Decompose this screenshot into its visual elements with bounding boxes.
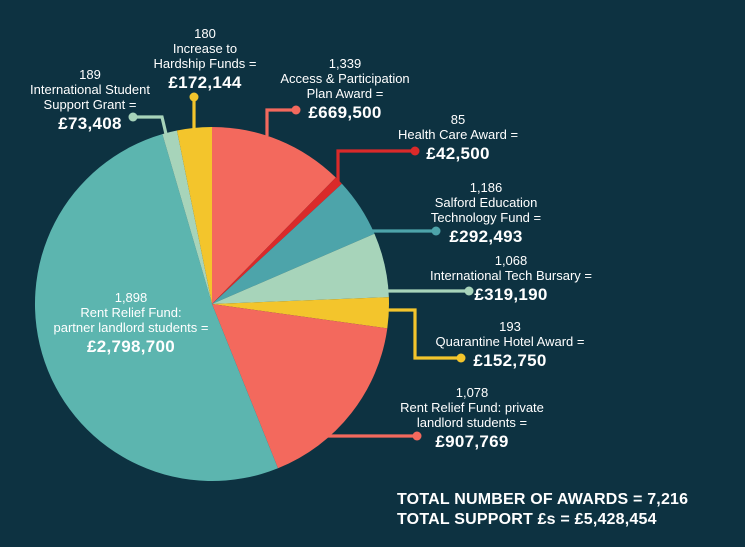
callout-amount: £172,144 <box>168 73 242 92</box>
callout-count: 180 <box>194 26 216 41</box>
connector-rent-private-dot <box>412 431 422 441</box>
callout-name-line: Increase to <box>172 41 238 56</box>
callout-connectors <box>128 92 474 441</box>
pie-slice-6 <box>34 134 278 482</box>
callout-count: 193 <box>499 319 521 334</box>
callout-name-line: landlord students = <box>416 415 528 430</box>
callout-name-line: Support Grant = <box>43 97 137 112</box>
callout-quarantine-hotel-award: 193 Quarantine Hotel Award = £152,750 <box>436 319 585 370</box>
callout-count: 1,339 <box>328 56 362 71</box>
callout-count: 189 <box>79 67 101 82</box>
callout-count: 1,078 <box>455 385 489 400</box>
callout-name-line: Plan Award = <box>306 86 384 101</box>
callout-name-line: Access & Participation <box>280 71 410 86</box>
pie-slice-1 <box>212 177 342 304</box>
connector-quarantine-line <box>386 308 461 360</box>
callout-amount: £2,798,700 <box>86 337 176 356</box>
total-awards-line: TOTAL NUMBER OF AWARDS = 7,216 <box>397 491 689 508</box>
callout-health-care-award: 85 Health Care Award = £42,500 <box>398 112 518 163</box>
callout-name-line: Technology Fund = <box>430 210 542 225</box>
callout-amount: £292,493 <box>449 227 523 246</box>
pie-slice-4 <box>212 297 390 329</box>
connector-intl-tech-dot <box>464 286 474 296</box>
callout-name-line: Rent Relief Fund: <box>80 305 182 320</box>
callout-name-line: partner landlord students = <box>53 320 209 335</box>
callout-amount: £152,750 <box>473 351 547 370</box>
callout-amount: £669,500 <box>308 103 382 122</box>
callout-name-line: Hardship Funds = <box>153 56 257 71</box>
callout-name-line: Quarantine Hotel Award = <box>435 334 585 349</box>
connector-access-dot <box>291 105 301 115</box>
connector-health-care-dot <box>410 146 420 156</box>
connector-quarantine-dot <box>456 353 466 363</box>
connector-health-care-line <box>336 149 415 183</box>
connector-salford-tech-dot <box>431 226 441 236</box>
callout-name-line: Health Care Award = <box>397 127 519 142</box>
callout-count: 1,898 <box>114 290 148 305</box>
callout-salford-education-technology-fund: 1,186 Salford Education Technology Fund … <box>431 180 541 246</box>
pie-slice-3 <box>212 233 389 304</box>
callout-count: 1,068 <box>494 253 528 268</box>
callout-count: 85 <box>450 112 466 127</box>
total-support-line: TOTAL SUPPORT £s = £5,428,454 <box>397 511 657 528</box>
callout-amount: £42,500 <box>426 144 490 163</box>
callout-amount: £73,408 <box>58 114 122 133</box>
callout-name-line: International Student <box>30 82 150 97</box>
callout-international-tech-bursary: 1,068 International Tech Bursary = £319,… <box>430 253 592 304</box>
pie-slice-0 <box>212 127 336 304</box>
callout-increase-to-hardship-funds: 180 Increase to Hardship Funds = £172,14… <box>154 26 257 92</box>
callout-access-participation-plan-award: 1,339 Access & Participation Plan Award … <box>280 56 409 122</box>
pie-slices <box>34 127 390 482</box>
connector-hardship-dot <box>189 92 199 102</box>
pie-slice-7 <box>162 130 212 304</box>
pie-slice-5 <box>212 304 388 469</box>
callout-amount: £319,190 <box>474 285 548 304</box>
callout-amount: £907,769 <box>435 432 509 451</box>
connector-intl-student-dot <box>128 112 138 122</box>
callout-international-student-support-grant: 189 International Student Support Grant … <box>30 67 150 133</box>
pie-slice-8 <box>176 127 212 304</box>
callout-name-line: Salford Education <box>434 195 538 210</box>
callout-name-line: Rent Relief Fund: private <box>400 400 544 415</box>
callout-rent-relief-partner: 1,898 Rent Relief Fund: partner landlord… <box>53 290 208 356</box>
callout-count: 1,186 <box>469 180 503 195</box>
totals-block: TOTAL NUMBER OF AWARDS = 7,216 TOTAL SUP… <box>397 490 688 530</box>
connector-access-line <box>265 108 296 136</box>
callout-rent-relief-private: 1,078 Rent Relief Fund: private landlord… <box>400 385 544 451</box>
connector-intl-student-line <box>133 115 168 135</box>
pie-slice-2 <box>212 183 375 304</box>
callout-name-line: International Tech Bursary = <box>430 268 592 283</box>
